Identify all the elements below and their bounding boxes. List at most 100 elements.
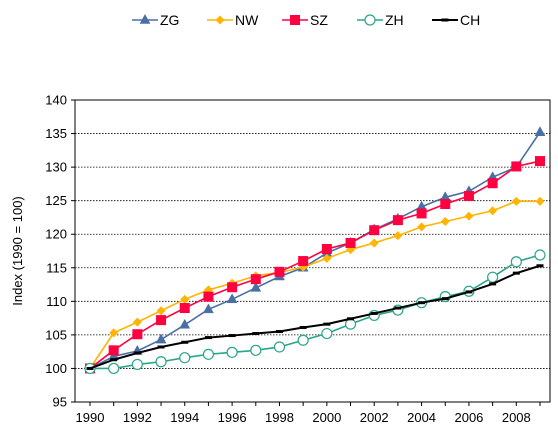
point-sz-1998 bbox=[274, 266, 285, 277]
axes: 95 100 105 110 115 120 125 130 135 140 1990 1992 199… bbox=[45, 93, 551, 425]
point-zh-2001 bbox=[344, 318, 357, 330]
point-ch-2006 bbox=[465, 290, 473, 294]
legend-item-nw: NW bbox=[207, 12, 259, 28]
y-tick-label-110: 110 bbox=[46, 294, 67, 309]
point-ch-1993 bbox=[157, 345, 165, 349]
point-ch-1999 bbox=[299, 326, 307, 330]
point-nw-2005 bbox=[440, 216, 450, 226]
point-zg-1995 bbox=[202, 303, 214, 314]
y-tick-label-130: 130 bbox=[45, 160, 67, 175]
x-tick-label-1994: 1994 bbox=[170, 410, 199, 425]
point-sz-1995 bbox=[203, 291, 214, 302]
point-zg-2009 bbox=[534, 126, 546, 136]
legend-label-zh: ZH bbox=[385, 12, 404, 28]
point-nw-2008 bbox=[511, 196, 521, 206]
point-sz-2000 bbox=[321, 243, 332, 254]
point-ch-1991 bbox=[110, 358, 118, 362]
y-tick-label-100: 100 bbox=[45, 361, 67, 376]
point-sz-2007 bbox=[487, 178, 498, 189]
point-sz-1999 bbox=[298, 256, 309, 267]
point-nw-2003 bbox=[393, 231, 403, 241]
x-tick-label-2008: 2008 bbox=[502, 410, 531, 425]
y-tick-label-135: 135 bbox=[45, 126, 67, 141]
legend-item-ch: CH bbox=[432, 12, 480, 28]
gridlines bbox=[75, 99, 550, 369]
point-sz-2004 bbox=[416, 208, 427, 219]
point-zh-1997 bbox=[250, 344, 262, 356]
legend-label-sz: SZ bbox=[310, 12, 328, 28]
series-line-zg bbox=[89, 131, 541, 370]
point-nw-2002 bbox=[369, 238, 379, 248]
x-tick-label-1996: 1996 bbox=[218, 410, 247, 425]
x-tick-label-2002: 2002 bbox=[360, 410, 389, 425]
point-sz-1994 bbox=[179, 303, 190, 314]
point-ch-1994 bbox=[181, 340, 189, 344]
point-zg-1996 bbox=[226, 293, 238, 304]
legend-marker-sz bbox=[290, 15, 300, 25]
point-sz-2008 bbox=[511, 161, 522, 172]
series-line-ch bbox=[89, 264, 541, 370]
legend-item-zg: ZG bbox=[132, 12, 179, 28]
point-ch-2003 bbox=[394, 306, 402, 310]
point-sz-2006 bbox=[463, 190, 474, 201]
point-zh-1995 bbox=[202, 348, 215, 360]
point-zg-1997 bbox=[250, 281, 262, 292]
point-zh-2000 bbox=[321, 327, 333, 340]
legend-item-sz: SZ bbox=[282, 12, 328, 28]
point-nw-2009 bbox=[535, 196, 545, 206]
series-zh bbox=[84, 249, 546, 375]
point-zh-1992 bbox=[131, 358, 143, 371]
y-axis-label: Index (1990 = 100) bbox=[10, 196, 25, 306]
legend-item-zh: ZH bbox=[357, 12, 404, 28]
point-nw-1992 bbox=[132, 317, 142, 327]
legend-label-ch: CH bbox=[460, 12, 480, 28]
point-nw-2004 bbox=[417, 222, 427, 232]
y-tick-label-125: 125 bbox=[45, 193, 67, 208]
point-ch-2008 bbox=[512, 271, 520, 275]
point-ch-2007 bbox=[489, 282, 497, 286]
y-tick-label-95: 95 bbox=[53, 395, 67, 410]
point-nw-1991 bbox=[109, 328, 119, 338]
series-sz bbox=[85, 156, 545, 374]
point-zg-1993 bbox=[155, 333, 167, 344]
point-ch-2000 bbox=[323, 322, 331, 326]
legend-label-zg: ZG bbox=[160, 12, 179, 28]
point-ch-2004 bbox=[418, 301, 426, 305]
x-tick-label-2006: 2006 bbox=[454, 410, 483, 425]
y-tick-label-115: 115 bbox=[46, 260, 67, 275]
point-zh-2009 bbox=[534, 249, 546, 261]
point-zg-1994 bbox=[179, 318, 191, 329]
chart-legend: ZG NW SZ ZH CH bbox=[132, 12, 480, 28]
point-ch-1998 bbox=[275, 330, 283, 334]
point-zh-2007 bbox=[487, 271, 499, 283]
point-zh-1996 bbox=[226, 346, 238, 358]
x-tick-label-1990: 1990 bbox=[76, 410, 105, 425]
series-nw bbox=[85, 196, 545, 373]
point-ch-1990 bbox=[86, 366, 94, 370]
point-sz-2002 bbox=[369, 225, 380, 236]
point-sz-1992 bbox=[132, 329, 143, 340]
point-sz-2005 bbox=[440, 199, 451, 210]
point-zh-1999 bbox=[297, 334, 309, 346]
point-ch-2001 bbox=[347, 317, 355, 321]
legend-marker-zg bbox=[139, 13, 151, 24]
y-tick-label-140: 140 bbox=[45, 93, 67, 108]
point-sz-2009 bbox=[535, 156, 545, 167]
point-nw-1993 bbox=[156, 306, 166, 316]
plot-area bbox=[84, 126, 546, 375]
legend-marker-zh bbox=[364, 14, 376, 26]
x-tick-label-2004: 2004 bbox=[407, 410, 436, 425]
series-line-nw bbox=[89, 200, 540, 369]
legend-label-nw: NW bbox=[235, 12, 259, 28]
x-tick-label-1998: 1998 bbox=[265, 410, 294, 425]
point-ch-2005 bbox=[441, 297, 449, 301]
point-ch-1992 bbox=[133, 351, 141, 355]
point-nw-2007 bbox=[488, 206, 498, 216]
point-nw-1994 bbox=[180, 294, 190, 304]
point-zh-1998 bbox=[273, 341, 286, 353]
point-sz-1996 bbox=[227, 282, 238, 293]
point-nw-2006 bbox=[464, 211, 474, 221]
point-zh-1991 bbox=[108, 362, 120, 375]
point-sz-1993 bbox=[156, 315, 167, 326]
